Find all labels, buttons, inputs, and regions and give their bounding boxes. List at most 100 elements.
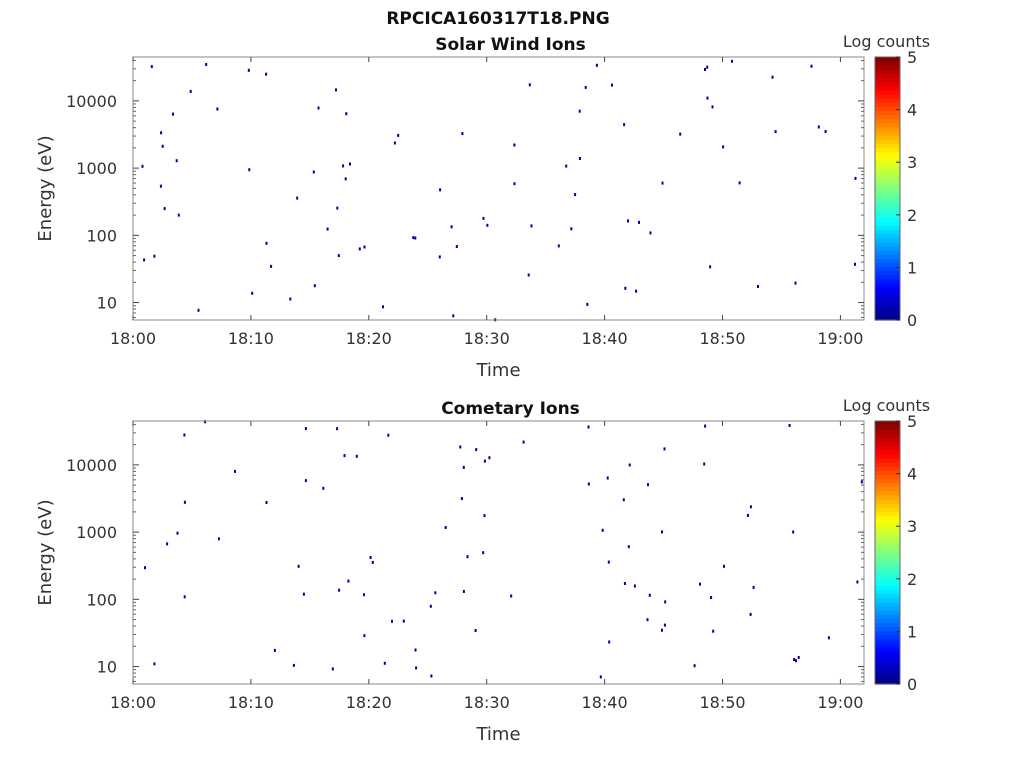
colorbar-segment bbox=[875, 163, 900, 169]
heatmap-cell bbox=[584, 85, 587, 89]
heatmap-cell bbox=[265, 501, 268, 504]
colorbar-segment bbox=[875, 85, 900, 91]
colorbar-segment bbox=[875, 519, 900, 525]
colorbar-segment bbox=[875, 630, 900, 636]
heatmap-cell bbox=[795, 659, 797, 663]
heatmap-cell bbox=[606, 476, 609, 480]
heatmap-cell bbox=[587, 425, 590, 429]
y-axis-label: Energy (eV) bbox=[35, 499, 56, 605]
colorbar-segment bbox=[875, 233, 900, 239]
colorbar-segment bbox=[875, 462, 900, 467]
colorbar-tick-label: 2 bbox=[907, 206, 917, 225]
heatmap-cell bbox=[273, 648, 276, 652]
colorbar-segment bbox=[875, 241, 900, 247]
heatmap-cell bbox=[601, 528, 604, 532]
colorbar-tick-label: 0 bbox=[907, 675, 917, 694]
heatmap-cell bbox=[704, 424, 707, 428]
heatmap-cell bbox=[466, 555, 469, 559]
colorbar-segment bbox=[875, 618, 900, 623]
colorbar-segment bbox=[875, 659, 900, 665]
heatmap-cell bbox=[565, 164, 568, 168]
colorbar-segment bbox=[875, 192, 900, 198]
colorbar-segment bbox=[875, 679, 900, 685]
colorbar-segment bbox=[875, 486, 900, 492]
heatmap-cell bbox=[510, 594, 513, 598]
colorbar-segment bbox=[875, 237, 900, 243]
colorbar-frame bbox=[874, 56, 901, 321]
colorbar-segment bbox=[875, 274, 900, 280]
colorbar-segment bbox=[875, 610, 900, 615]
x-tick-label: 18:40 bbox=[582, 329, 628, 348]
colorbar-segment bbox=[875, 548, 900, 554]
colorbar-segment bbox=[875, 667, 900, 673]
colorbar-segment bbox=[875, 482, 900, 488]
colorbar-tick-label: 0 bbox=[907, 311, 917, 330]
colorbar-tick-label: 5 bbox=[907, 412, 917, 431]
colorbar-segment bbox=[875, 445, 900, 451]
heatmap-cell bbox=[344, 177, 347, 181]
x-tick-label: 18:00 bbox=[110, 329, 156, 348]
heatmap-cell bbox=[459, 445, 462, 449]
y-tick-label: 1000 bbox=[76, 159, 117, 178]
colorbar-segment bbox=[875, 601, 900, 607]
y-tick-label: 10 bbox=[97, 658, 117, 677]
heatmap-cell bbox=[414, 236, 417, 240]
colorbar-segment bbox=[875, 634, 900, 640]
colorbar-segment bbox=[875, 581, 900, 586]
colorbar-segment bbox=[875, 585, 900, 591]
heatmap-cell bbox=[824, 130, 827, 133]
heatmap-cell bbox=[570, 227, 573, 231]
heatmap-cell bbox=[183, 500, 186, 504]
colorbar-tick-label: 2 bbox=[907, 570, 917, 589]
colorbar-frame bbox=[874, 420, 901, 685]
colorbar-segment bbox=[875, 73, 900, 79]
colorbar-segment bbox=[875, 135, 900, 140]
colorbar-segment bbox=[875, 577, 900, 582]
heatmap-cell bbox=[703, 462, 706, 466]
colorbar-segment bbox=[875, 118, 900, 124]
heatmap-cell bbox=[304, 479, 307, 483]
colorbar-segment bbox=[875, 114, 900, 120]
heatmap-cell bbox=[331, 667, 334, 671]
x-axis-label: Time bbox=[475, 360, 520, 381]
heatmap-cell bbox=[462, 465, 465, 469]
x-axis-label: Time bbox=[475, 724, 520, 745]
colorbar-segment bbox=[875, 287, 900, 292]
heatmap-cell bbox=[153, 254, 156, 258]
heatmap-cell bbox=[161, 144, 164, 148]
colorbar-segment bbox=[875, 65, 900, 70]
colorbar-label: Log counts bbox=[843, 32, 930, 51]
heatmap-cell bbox=[527, 273, 530, 277]
colorbar-segment bbox=[875, 184, 900, 190]
colorbar-segment bbox=[875, 560, 900, 566]
colorbar-segment bbox=[875, 490, 900, 496]
x-tick-label: 18:20 bbox=[346, 693, 392, 712]
heatmap-cell bbox=[234, 469, 236, 473]
colorbar-segment bbox=[875, 57, 900, 62]
heatmap-cell bbox=[177, 213, 180, 217]
heatmap-cell bbox=[343, 454, 346, 458]
plot-frame bbox=[132, 420, 865, 685]
heatmap-cell bbox=[474, 629, 477, 632]
heatmap-cell bbox=[633, 584, 636, 588]
colorbar-segment bbox=[875, 527, 900, 533]
heatmap-cell bbox=[746, 513, 749, 517]
heatmap-cell bbox=[414, 648, 417, 652]
heatmap-cell bbox=[646, 618, 649, 622]
colorbar-tick-label: 3 bbox=[907, 517, 917, 536]
colorbar-segment bbox=[875, 470, 900, 476]
heatmap-cell bbox=[771, 75, 774, 79]
heatmap-cell bbox=[483, 459, 486, 463]
heatmap-cell bbox=[460, 497, 463, 501]
heatmap-cell bbox=[397, 133, 400, 137]
heatmap-cell bbox=[528, 83, 531, 87]
colorbar-segment bbox=[875, 663, 900, 669]
heatmap-cell bbox=[710, 596, 713, 599]
heatmap-cell bbox=[693, 664, 696, 668]
colorbar-segment bbox=[875, 531, 900, 537]
heatmap-cell bbox=[292, 663, 295, 667]
x-tick-label: 19:00 bbox=[817, 693, 863, 712]
heatmap-cell bbox=[663, 623, 666, 627]
heatmap-cell bbox=[595, 63, 598, 67]
